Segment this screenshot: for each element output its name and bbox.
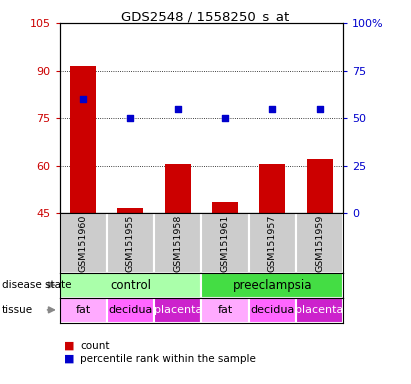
Bar [201,273,343,298]
Bar [60,213,107,273]
Bar [249,213,296,273]
Text: disease state: disease state [2,280,72,290]
Bar [154,213,201,273]
Point [174,106,181,112]
Text: GDS2548 / 1558250_s_at: GDS2548 / 1558250_s_at [121,10,290,23]
Text: decidua: decidua [109,305,152,315]
Text: count: count [80,341,110,351]
Bar [296,213,343,273]
Bar [307,159,332,213]
Bar [165,164,191,213]
Point [127,115,134,121]
Text: ■: ■ [64,341,74,351]
Point [80,96,86,102]
Text: preeclampsia: preeclampsia [233,279,312,291]
Bar [60,273,201,298]
Point [316,106,323,112]
Text: ■: ■ [64,354,74,364]
Text: placenta: placenta [296,305,344,315]
Bar [259,164,285,213]
Bar [70,66,96,213]
Bar [212,202,238,213]
Bar [60,298,107,323]
Text: fat: fat [76,305,91,315]
Text: GSM151955: GSM151955 [126,214,135,271]
Bar [118,209,143,213]
Bar [154,298,201,323]
Bar [201,213,249,273]
Text: decidua: decidua [250,305,294,315]
Text: GSM151960: GSM151960 [79,214,88,271]
Point [269,106,275,112]
Text: control: control [110,279,151,291]
Text: GSM151959: GSM151959 [315,214,324,271]
Text: fat: fat [217,305,233,315]
Point [222,115,229,121]
Text: GSM151957: GSM151957 [268,214,277,271]
Bar [249,298,296,323]
Bar [107,298,154,323]
Text: GSM151961: GSM151961 [221,214,229,271]
Text: percentile rank within the sample: percentile rank within the sample [80,354,256,364]
Bar [201,298,249,323]
Text: tissue: tissue [2,305,33,315]
Bar [296,298,343,323]
Text: placenta: placenta [154,305,202,315]
Text: GSM151958: GSM151958 [173,214,182,271]
Bar [107,213,154,273]
